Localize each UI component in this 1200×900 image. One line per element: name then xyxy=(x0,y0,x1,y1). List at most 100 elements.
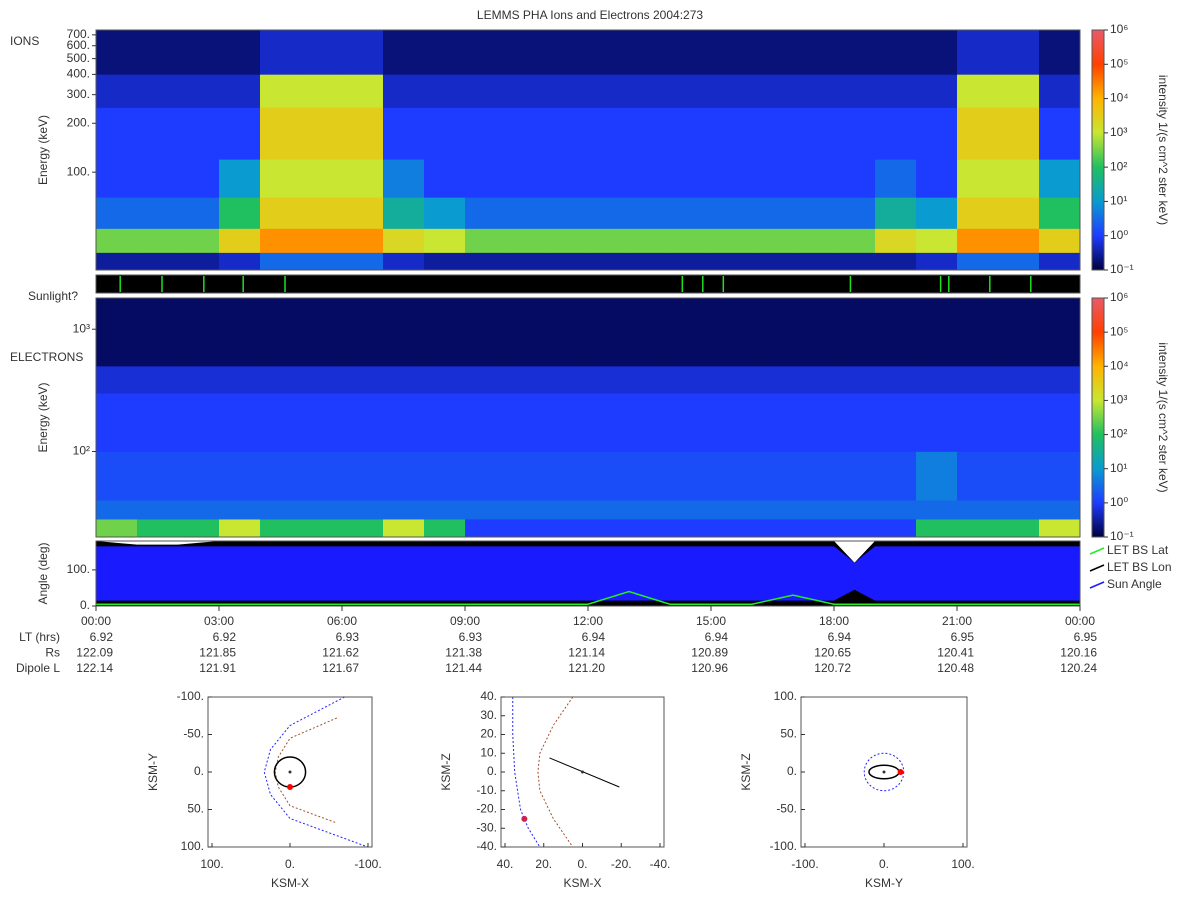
ephemeris-value: 122.14 xyxy=(76,661,113,675)
heatmap-cell xyxy=(137,197,179,229)
x-tick-label: 20. xyxy=(535,857,552,871)
heatmap-cell xyxy=(875,228,917,253)
x-tick-label: -20. xyxy=(611,857,632,871)
heatmap-cell xyxy=(629,159,671,198)
heatmap-cell xyxy=(301,451,343,501)
heatmap-cell xyxy=(137,500,179,520)
heatmap-cell xyxy=(342,228,384,253)
heatmap-cell xyxy=(260,252,302,271)
heatmap-cell xyxy=(875,74,917,108)
heatmap-cell xyxy=(834,30,876,75)
heatmap-cell xyxy=(383,252,425,271)
ephemeris-value: 120.24 xyxy=(1060,661,1097,675)
heatmap-cell xyxy=(834,107,876,160)
y-tick-label: 10³ xyxy=(73,321,90,335)
y-tick-label: 0. xyxy=(80,598,90,612)
heatmap-cell xyxy=(998,519,1040,538)
y-tick-label: 40. xyxy=(480,689,497,703)
heatmap-cell xyxy=(875,30,917,75)
heatmap-cell xyxy=(219,197,261,229)
heatmap-cell xyxy=(998,500,1040,520)
ephemeris-value: 121.14 xyxy=(568,646,605,660)
ephemeris-value: 120.72 xyxy=(814,661,851,675)
heatmap-cell xyxy=(301,74,343,108)
y-tick-label: -50. xyxy=(183,727,204,741)
heatmap-cell xyxy=(342,30,384,75)
heatmap-cell xyxy=(178,159,220,198)
heatmap-cell xyxy=(424,74,466,108)
y-tick-label: 10. xyxy=(480,745,497,759)
y-tick-label: -50. xyxy=(776,802,797,816)
panel-label: ELECTRONS xyxy=(10,350,83,364)
y-axis-title: KSM-Y xyxy=(146,753,160,791)
heatmap-cell xyxy=(424,393,466,452)
heatmap-cell xyxy=(465,298,507,367)
heatmap-cell xyxy=(752,366,794,394)
heatmap-cell xyxy=(342,107,384,160)
heatmap-cell xyxy=(465,519,507,538)
heatmap-cell xyxy=(506,197,548,229)
heatmap-cell xyxy=(178,451,220,501)
spacecraft xyxy=(287,784,293,790)
heatmap-cell xyxy=(465,107,507,160)
heatmap-cell xyxy=(506,298,548,367)
x-axis-title: KSM-Y xyxy=(865,876,903,890)
heatmap-cell xyxy=(629,451,671,501)
x-tick-label: 00:00 xyxy=(1065,614,1095,628)
heatmap-cell xyxy=(752,451,794,501)
planet xyxy=(882,770,886,774)
heatmap-cell xyxy=(96,107,138,160)
heatmap-cell xyxy=(301,159,343,198)
heatmap-cell xyxy=(629,298,671,367)
heatmap-cell xyxy=(506,451,548,501)
heatmap-cell xyxy=(342,197,384,229)
y-tick-label: -100. xyxy=(177,689,204,703)
heatmap-cell xyxy=(875,393,917,452)
heatmap-cell xyxy=(178,366,220,394)
heatmap-cell xyxy=(219,107,261,160)
heatmap-cell xyxy=(465,451,507,501)
heatmap-cell xyxy=(711,393,753,452)
x-tick-label: 0. xyxy=(577,857,587,871)
heatmap-cell xyxy=(916,366,958,394)
ephemeris-value: 6.93 xyxy=(459,630,483,644)
heatmap-cell xyxy=(383,74,425,108)
boundary-curve xyxy=(512,697,541,847)
heatmap-cell xyxy=(875,197,917,229)
heatmap-cell xyxy=(1039,519,1081,538)
heatmap-cell xyxy=(342,298,384,367)
x-tick-label: 03:00 xyxy=(204,614,234,628)
panel-frame xyxy=(95,29,1081,271)
ephemeris-value: 121.91 xyxy=(199,661,236,675)
colorbar-tick-label: 10⁵ xyxy=(1110,56,1128,70)
heatmap-cell xyxy=(137,393,179,452)
heatmap-cell xyxy=(752,197,794,229)
heatmap-cell xyxy=(998,393,1040,452)
ephemeris-value: 120.89 xyxy=(691,646,728,660)
heatmap-cell xyxy=(178,228,220,253)
heatmap-cell xyxy=(711,30,753,75)
legend-swatch xyxy=(1089,564,1105,572)
ephemeris-value: 120.48 xyxy=(937,661,974,675)
heatmap-cell xyxy=(793,197,835,229)
colorbar-tick-label: 10⁻¹ xyxy=(1110,529,1134,543)
heatmap-cell xyxy=(998,366,1040,394)
y-tick-label: -30. xyxy=(476,820,497,834)
heatmap-cell xyxy=(96,366,138,394)
colorbar-tick-label: 10¹ xyxy=(1110,461,1127,475)
y-tick-label: 200. xyxy=(67,115,90,129)
ephemeris-value: 120.16 xyxy=(1060,646,1097,660)
y-tick-label: 100. xyxy=(774,689,797,703)
x-tick-label: 12:00 xyxy=(573,614,603,628)
ephemeris-value: 121.20 xyxy=(568,661,605,675)
heatmap-cell xyxy=(547,393,589,452)
heatmap-cell xyxy=(547,228,589,253)
heatmap-cell xyxy=(998,159,1040,198)
heatmap-cell xyxy=(178,500,220,520)
heatmap-cell xyxy=(916,107,958,160)
heatmap-cell xyxy=(834,298,876,367)
y-tick-label: 50. xyxy=(780,727,797,741)
heatmap-cell xyxy=(178,252,220,271)
ephemeris-value: 121.67 xyxy=(322,661,359,675)
heatmap-cell xyxy=(383,228,425,253)
